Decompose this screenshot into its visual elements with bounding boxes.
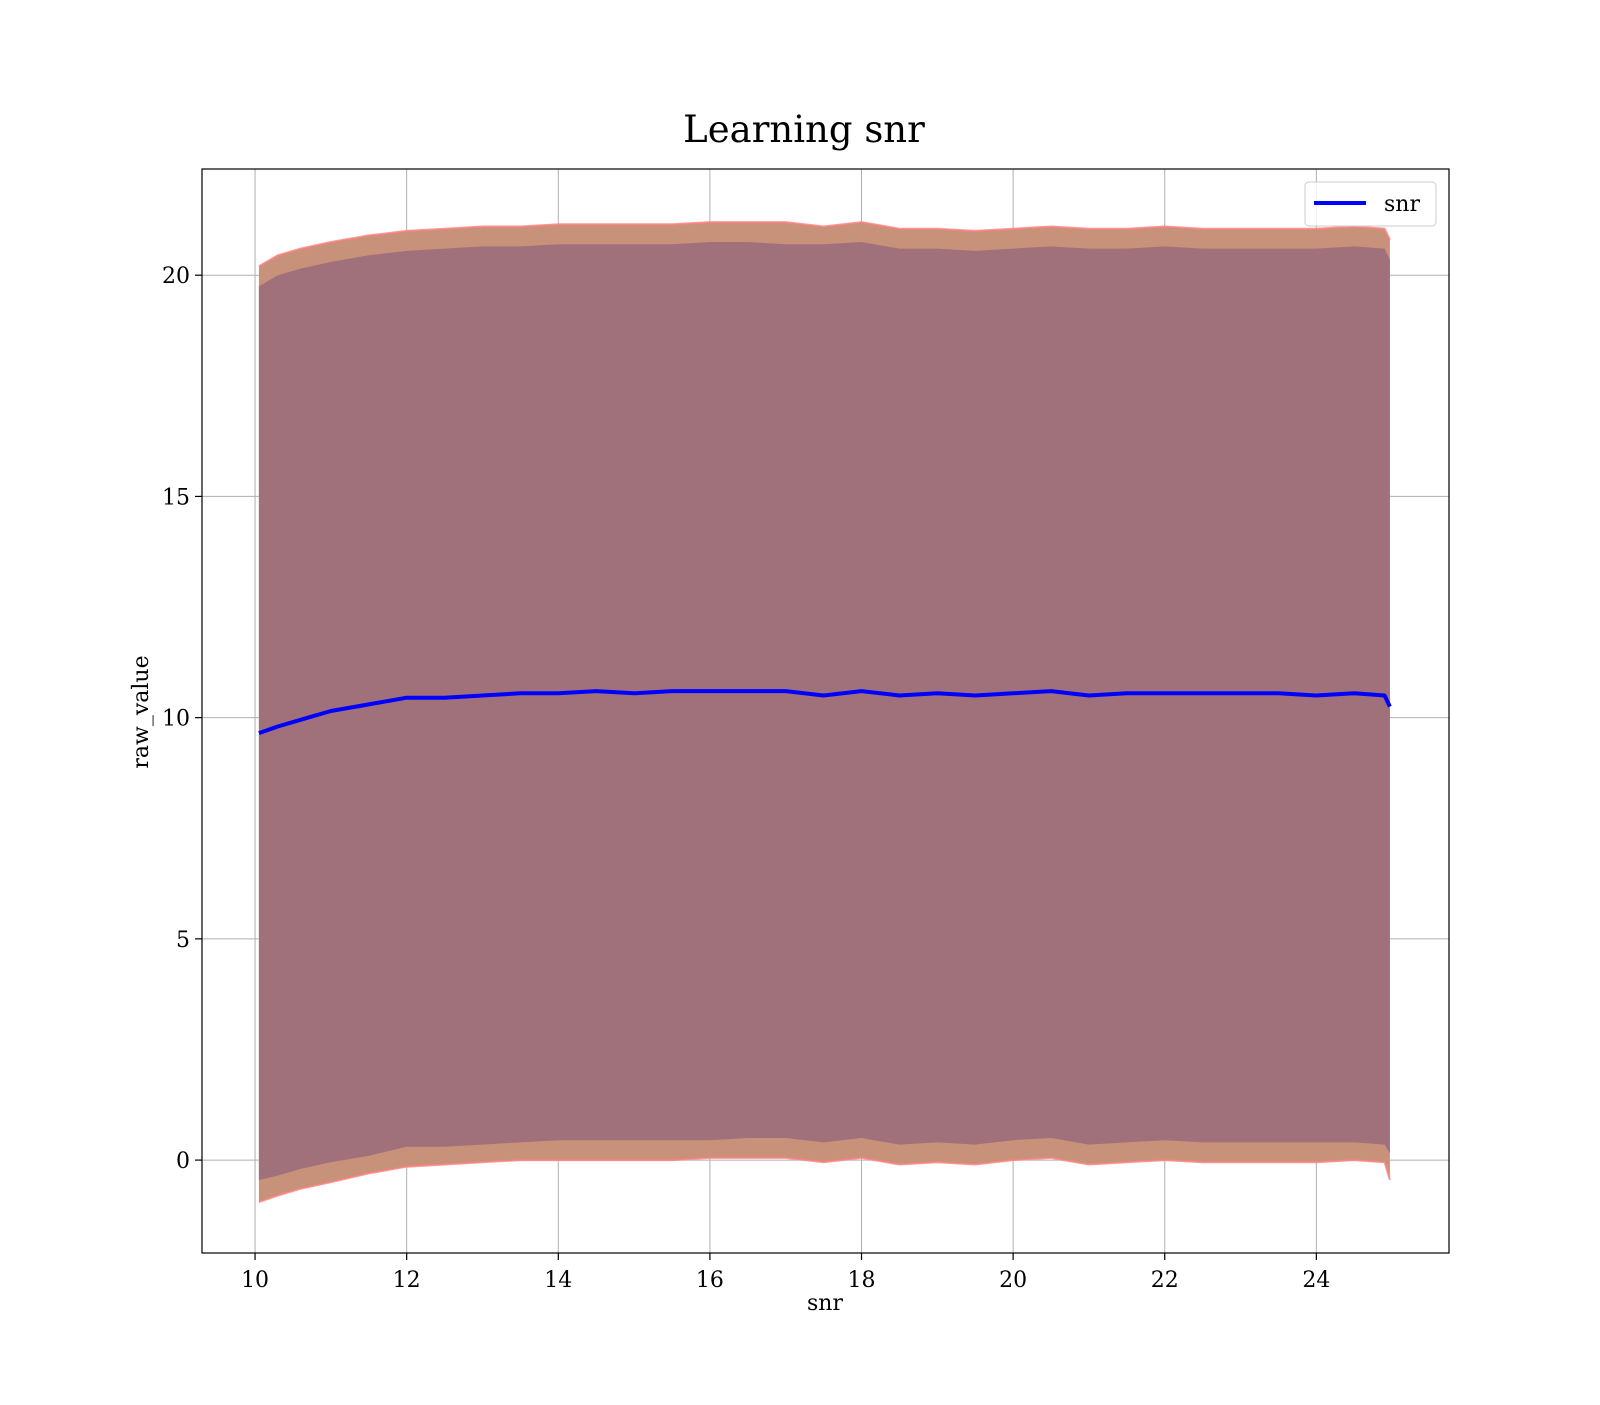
x-axis-ticks: 10 12 14 16 18 20 22 24 [241, 1253, 1330, 1293]
x-tick-label: 22 [1151, 1268, 1179, 1293]
inner-band [258, 242, 1390, 1180]
line-layer [258, 689, 1392, 735]
x-axis-label: snr [807, 1291, 843, 1316]
x-tick-label: 18 [848, 1268, 876, 1293]
y-tick-label: 0 [176, 1149, 190, 1174]
outer-band-upper-edge [258, 221, 1391, 268]
y-axis-label: raw_value [129, 655, 154, 768]
x-tick-label: 10 [241, 1268, 269, 1293]
x-tick-label: 12 [393, 1268, 421, 1293]
y-axis-ticks: 0 5 10 15 20 [162, 264, 202, 1174]
x-tick-label: 14 [544, 1268, 572, 1293]
y-tick-label: 10 [162, 707, 190, 732]
y-tick-label: 15 [162, 485, 190, 510]
legend-box [1304, 181, 1437, 227]
x-tick-label: 24 [1302, 1268, 1330, 1293]
y-tick-label: 5 [176, 928, 190, 953]
y-tick-label: 20 [162, 264, 190, 289]
legend-label: snr [1384, 192, 1420, 217]
x-tick-label: 16 [696, 1268, 724, 1293]
x-tick-label: 20 [999, 1268, 1027, 1293]
plot-area [201, 168, 1450, 1254]
series-line-snr [258, 689, 1392, 735]
outer-band-lower-edge [258, 1156, 1391, 1204]
band-layer [258, 221, 1391, 1204]
legend: snr [1304, 181, 1437, 227]
plot-frame [201, 168, 1450, 1254]
chart-title: Learning snr [683, 108, 925, 151]
